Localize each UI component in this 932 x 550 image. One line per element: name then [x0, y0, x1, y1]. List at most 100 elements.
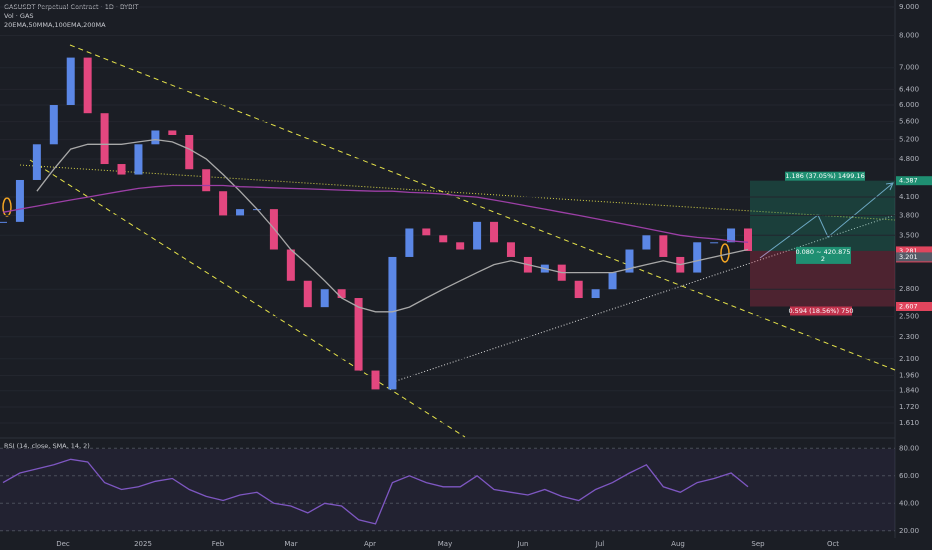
- candle: [49, 105, 58, 145]
- candle: [405, 228, 414, 257]
- price-tag-label: 2.607: [899, 302, 918, 310]
- y-tick-label: 1.610: [899, 419, 919, 427]
- rsi-line: [2, 458, 749, 525]
- x-tick-label: 2025: [134, 540, 152, 548]
- price-tag-label: 3.281: [899, 247, 918, 255]
- label-bg: [796, 246, 851, 264]
- candle: [134, 144, 143, 175]
- y-tick-label: 4.800: [899, 155, 919, 163]
- candle: [439, 235, 448, 243]
- y-tick-label: 2.500: [899, 313, 919, 321]
- entry-label: 0.080 ~ 420.875: [795, 248, 850, 256]
- candle: [608, 272, 617, 290]
- candle: [286, 249, 295, 281]
- x-tick-label: Feb: [212, 540, 225, 548]
- candle: [202, 169, 211, 192]
- y-tick-label: 7.000: [899, 64, 919, 72]
- candle: [66, 57, 75, 106]
- price-tag: [896, 176, 932, 186]
- stop-label: 0.594 (18.56%) 750: [788, 307, 853, 315]
- rsi-tick-label: 80.00: [899, 444, 919, 452]
- candle: [490, 221, 499, 243]
- candle: [625, 249, 634, 273]
- x-tick-label: May: [438, 540, 452, 548]
- moving-average: [2, 184, 749, 243]
- y-tick-label: 1.960: [899, 371, 919, 379]
- header-volume: Vol · GAS: [4, 12, 34, 20]
- drawings: [2, 44, 896, 438]
- candle: [710, 242, 719, 244]
- x-tick-label: Apr: [364, 540, 376, 548]
- y-tick-label: 3.500: [899, 231, 919, 239]
- y-tick-label: 2.300: [899, 333, 919, 341]
- marker: [720, 243, 730, 263]
- candle: [320, 289, 329, 308]
- candle: [422, 228, 431, 236]
- x-tick-label: Aug: [671, 540, 685, 548]
- trendline: [69, 44, 896, 371]
- candle: [693, 242, 702, 273]
- price-tag: [896, 301, 932, 311]
- entry-qty: 2: [821, 255, 825, 263]
- x-tick-label: Mar: [284, 540, 297, 548]
- y-tick-label: 8.000: [899, 31, 919, 39]
- candle: [219, 191, 228, 216]
- candle: [32, 144, 41, 180]
- candle: [83, 57, 92, 114]
- rsi-title: RSI (14, close, SMA, 14, 2): [4, 442, 90, 450]
- candle: [185, 134, 194, 170]
- x-tick-label: Sep: [751, 540, 765, 548]
- candle: [744, 228, 752, 251]
- candle: [727, 228, 736, 243]
- label-bg: [785, 171, 865, 181]
- y-tick-label: 6.400: [899, 85, 919, 93]
- candle: [473, 221, 482, 250]
- target-label: 1.186 (37.05%) 1499.16: [785, 172, 864, 180]
- candle: [354, 298, 363, 371]
- y-tick-label: 1.840: [899, 387, 919, 395]
- y-tick-label: 2.100: [899, 355, 919, 363]
- rsi-tick-label: 60.00: [899, 472, 919, 480]
- projection: [759, 182, 894, 259]
- x-tick-label: Jun: [517, 540, 529, 548]
- price-tag-label: 3.201: [899, 253, 918, 261]
- candle: [0, 221, 7, 223]
- candle: [151, 130, 160, 145]
- y-tick-label: 9.000: [899, 3, 919, 11]
- marker: [2, 197, 12, 217]
- candle: [591, 289, 600, 299]
- price-tag-label: 4.387: [899, 177, 918, 185]
- candle: [574, 280, 583, 299]
- candle: [100, 113, 109, 165]
- y-tick-label: 2.800: [899, 285, 919, 293]
- candle: [303, 280, 312, 308]
- candle: [456, 242, 465, 250]
- y-tick-label: 6.000: [899, 101, 919, 109]
- y-tick-label: 5.200: [899, 136, 919, 144]
- candle: [236, 209, 245, 216]
- y-tick-label: 3.800: [899, 211, 919, 219]
- y-tick-label: 5.600: [899, 118, 919, 126]
- price-tag: [896, 252, 932, 262]
- x-tick-label: Oct: [827, 540, 839, 548]
- candle: [371, 370, 380, 390]
- header-indicators: 20EMA,50MMA,100EMA,200MA: [4, 21, 106, 29]
- candle: [388, 256, 397, 390]
- trendline: [19, 164, 896, 221]
- projection-arrow: [885, 182, 894, 191]
- moving-average: [36, 138, 749, 313]
- candle: [117, 164, 126, 175]
- rsi-tick-label: 40.00: [899, 499, 919, 507]
- y-tick-label: 4.100: [899, 193, 919, 201]
- y-tick-label: 1.720: [899, 403, 919, 411]
- rsi-tick-label: 20.00: [899, 527, 919, 535]
- candle: [168, 130, 177, 135]
- x-tick-label: Jul: [595, 540, 605, 548]
- candle: [337, 289, 346, 299]
- candle: [642, 235, 651, 250]
- trendline: [29, 159, 466, 438]
- candle: [15, 179, 24, 222]
- x-tick-label: Dec: [56, 540, 70, 548]
